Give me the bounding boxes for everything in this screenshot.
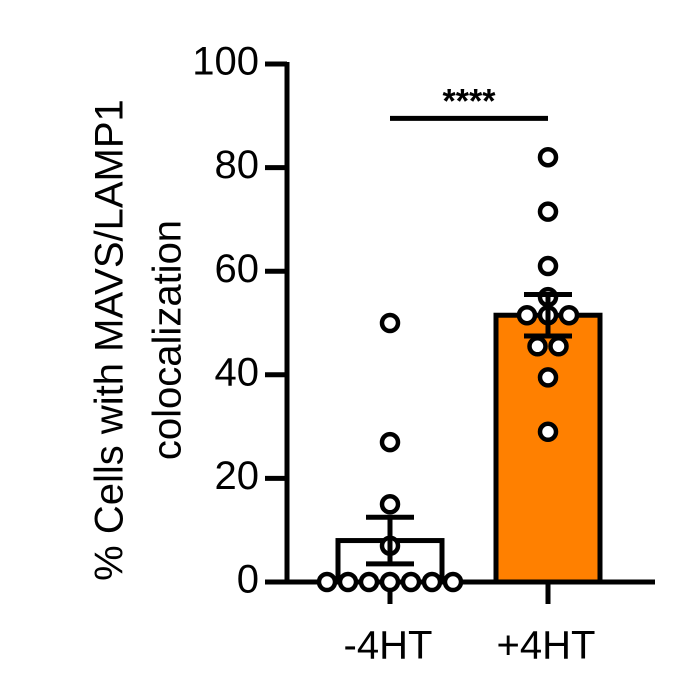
data-point bbox=[537, 367, 559, 388]
data-point bbox=[537, 201, 559, 222]
data-point bbox=[558, 304, 580, 326]
y-tick-label: 100 bbox=[192, 40, 259, 84]
y-tick-label: 60 bbox=[215, 247, 260, 291]
error-bars bbox=[366, 292, 572, 567]
data-point bbox=[316, 571, 338, 593]
y-axis-title: % Cells with MAVS/LAMP1 colocalization bbox=[88, 99, 190, 581]
data-point bbox=[379, 312, 401, 334]
y-tick-label: 20 bbox=[215, 454, 260, 498]
data-point bbox=[379, 431, 401, 453]
data-point bbox=[548, 336, 569, 357]
y-tick-label: 40 bbox=[215, 350, 260, 394]
data-point bbox=[337, 571, 359, 593]
y-tick-label: 0 bbox=[237, 558, 259, 602]
data-point bbox=[421, 571, 443, 593]
significance-label: **** bbox=[443, 82, 497, 120]
y-axis: 0 20 40 60 80 100 bbox=[192, 40, 290, 602]
data-point bbox=[537, 255, 559, 277]
bar-plus-4ht bbox=[493, 312, 603, 585]
data-point bbox=[537, 146, 559, 168]
y-axis-title-line: colocalization bbox=[146, 220, 190, 460]
y-tick-label: 80 bbox=[215, 143, 260, 187]
data-point bbox=[379, 494, 401, 515]
data-point bbox=[400, 571, 422, 593]
data-point bbox=[442, 571, 464, 593]
data-point bbox=[537, 421, 559, 443]
category-label: +4HT bbox=[497, 624, 596, 668]
data-point bbox=[358, 571, 380, 593]
data-point bbox=[527, 336, 548, 357]
significance-bracket: **** bbox=[390, 82, 548, 121]
y-axis-title-line: % Cells with MAVS/LAMP1 bbox=[88, 99, 132, 581]
data-point bbox=[379, 571, 401, 593]
category-label: -4HT bbox=[344, 624, 433, 668]
data-points bbox=[316, 146, 580, 593]
x-axis: -4HT +4HT bbox=[285, 579, 655, 668]
data-point bbox=[516, 304, 538, 326]
